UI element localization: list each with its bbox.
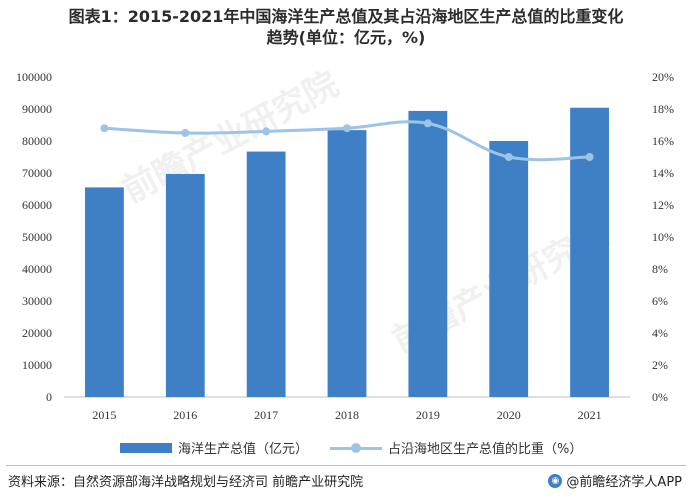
y-left-tick-label: 70000	[22, 166, 52, 180]
x-tick-label: 2021	[578, 408, 602, 422]
y-right-tick-label: 0%	[652, 390, 668, 404]
y-right-tick-label: 18%	[652, 102, 674, 116]
y-right-tick-label: 6%	[652, 294, 668, 308]
bar	[246, 151, 286, 397]
y-left-tick-label: 80000	[22, 134, 52, 148]
y-left-tick-label: 50000	[22, 230, 52, 244]
chart-canvas: 0 10000 20000 30000 40000 50000 60000 70000 8000…	[16, 70, 674, 422]
footer-divider	[6, 465, 686, 466]
x-tick-label: 2019	[416, 408, 440, 422]
y-left-tick-label: 0	[46, 390, 52, 404]
y-left-tick-label: 30000	[22, 294, 52, 308]
y-left-tick-label: 40000	[22, 262, 52, 276]
legend-item-line: 占沿海地区生产总值的比重（%）	[330, 438, 582, 457]
legend-bar-swatch	[120, 442, 172, 453]
source-note: 资料来源：自然资源部海洋战略规划与经济司 前瞻产业研究院	[8, 475, 364, 490]
y-right-tick-label: 2%	[652, 358, 668, 372]
y-right-tick-label: 4%	[652, 326, 668, 340]
y-left-tick-label: 10000	[22, 358, 52, 372]
legend-item-bar: 海洋生产总值（亿元）	[120, 438, 308, 457]
y-right-tick-label: 8%	[652, 262, 668, 276]
y-right-tick-label: 16%	[652, 134, 674, 148]
bar	[408, 110, 448, 398]
line-point	[343, 124, 351, 133]
line-point	[423, 119, 432, 128]
bar	[570, 107, 609, 397]
brand-credit: ◉ @前瞻经济学人APP	[548, 471, 682, 490]
bar	[489, 141, 529, 397]
bar	[165, 173, 205, 397]
line-point	[585, 153, 594, 161]
brand-text: @前瞻经济学人APP	[566, 475, 682, 490]
brand-logo-icon: ◉	[548, 473, 563, 488]
line-point	[262, 127, 271, 136]
y-left-tick-label: 60000	[22, 198, 52, 212]
y-right-tick-label: 20%	[652, 70, 674, 84]
x-tick-label: 2017	[254, 408, 278, 422]
legend-line-label: 占沿海地区生产总值的比重（%）	[388, 442, 583, 457]
y-right-tick-label: 12%	[652, 198, 674, 212]
y-right-tick-label: 10%	[652, 230, 674, 244]
chart-legend: 海洋生产总值（亿元） 占沿海地区生产总值的比重（%）	[0, 438, 692, 458]
line-point	[181, 129, 190, 137]
title-line-1: 图表1：2015-2021年中国海洋生产总值及其占沿海地区生产总值的比重变化	[68, 7, 624, 26]
x-tick-label: 2018	[335, 408, 359, 422]
title-line-2: 趋势(单位：亿元，%)	[266, 28, 426, 47]
chart-title: 图表1：2015-2021年中国海洋生产总值及其占沿海地区生产总值的比重变化 趋…	[0, 6, 692, 48]
x-tick-label: 2016	[173, 408, 197, 422]
y-left-tick-label: 90000	[22, 102, 52, 116]
line-point	[504, 153, 513, 161]
y-right-tick-label: 14%	[652, 166, 674, 180]
bar	[85, 187, 124, 397]
x-tick-label: 2015	[92, 408, 116, 422]
legend-line-swatch	[330, 442, 382, 453]
y-left-tick-label: 100000	[16, 70, 52, 84]
bar	[327, 130, 367, 397]
x-tick-label: 2020	[497, 408, 521, 422]
line-point	[100, 124, 109, 133]
y-left-tick-label: 20000	[22, 326, 52, 340]
legend-bar-label: 海洋生产总值（亿元）	[178, 442, 309, 457]
